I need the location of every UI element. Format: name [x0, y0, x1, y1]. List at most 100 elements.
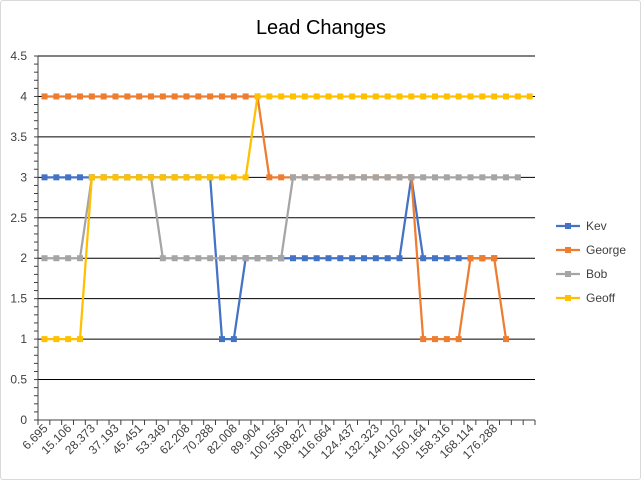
- data-point: [88, 174, 95, 181]
- data-point: [77, 174, 83, 181]
- data-point: [219, 336, 225, 343]
- data-point: [266, 93, 273, 100]
- data-point: [254, 255, 261, 262]
- y-tick-label: 2.5: [10, 211, 27, 225]
- data-point: [384, 93, 391, 100]
- data-point: [278, 255, 285, 262]
- data-point: [88, 93, 95, 100]
- data-point: [467, 93, 474, 100]
- data-point: [479, 255, 486, 262]
- data-point: [278, 93, 285, 100]
- data-point: [491, 174, 498, 181]
- x-axis-tick-labels: 6.69515.10628.37337.19345.45153.34962.20…: [19, 421, 500, 462]
- data-point: [65, 93, 72, 100]
- data-point: [136, 93, 143, 100]
- data-point: [112, 174, 119, 181]
- data-point: [124, 174, 131, 181]
- data-point: [65, 336, 72, 343]
- legend-swatch-marker: [565, 271, 571, 277]
- chart-title: Lead Changes: [256, 17, 386, 39]
- data-point: [171, 174, 178, 181]
- data-point: [420, 93, 427, 100]
- series-geoff: [41, 93, 533, 343]
- data-point: [313, 174, 320, 181]
- data-point: [171, 93, 178, 100]
- data-point: [266, 174, 273, 181]
- data-point: [420, 255, 427, 262]
- data-point: [503, 336, 509, 343]
- data-point: [443, 255, 450, 262]
- y-tick-label: 0: [20, 413, 27, 427]
- y-tick-label: 1.5: [10, 292, 27, 306]
- data-point: [455, 336, 462, 343]
- data-point: [372, 174, 379, 181]
- data-point: [514, 93, 521, 100]
- data-point: [349, 93, 356, 100]
- data-point: [53, 174, 60, 181]
- y-tick-label: 4.5: [10, 49, 27, 63]
- y-tick-label: 3.5: [10, 130, 27, 144]
- data-point: [337, 174, 344, 181]
- data-point: [325, 93, 332, 100]
- data-point: [207, 255, 214, 262]
- data-point: [479, 174, 486, 181]
- data-point: [278, 174, 285, 181]
- data-point: [455, 174, 462, 181]
- data-point: [313, 93, 320, 100]
- data-point: [53, 336, 60, 343]
- data-point: [148, 174, 154, 181]
- data-point: [349, 255, 356, 262]
- legend-label: Bob: [586, 267, 608, 281]
- data-point: [100, 174, 107, 181]
- data-point: [396, 255, 403, 262]
- data-point: [420, 336, 427, 343]
- data-point: [467, 255, 474, 262]
- data-point: [443, 336, 450, 343]
- data-point: [242, 174, 249, 181]
- data-point: [219, 93, 225, 100]
- data-point: [408, 93, 415, 100]
- data-point: [384, 174, 391, 181]
- data-point: [361, 174, 367, 181]
- data-point: [159, 255, 166, 262]
- y-tick-label: 2: [20, 251, 27, 265]
- data-point: [159, 174, 166, 181]
- data-point: [384, 255, 391, 262]
- data-point: [491, 93, 498, 100]
- data-point: [526, 93, 533, 100]
- data-point: [53, 255, 60, 262]
- legend-label: Geoff: [586, 291, 616, 305]
- data-point: [183, 255, 190, 262]
- data-point: [53, 93, 60, 100]
- data-point: [432, 336, 438, 343]
- data-point: [396, 93, 403, 100]
- legend-swatch-marker: [565, 295, 571, 301]
- data-point: [65, 255, 72, 262]
- data-point: [337, 255, 344, 262]
- data-point: [337, 93, 344, 100]
- data-point: [230, 174, 237, 181]
- data-point: [290, 93, 296, 100]
- data-point: [219, 255, 225, 262]
- data-point: [41, 336, 48, 343]
- data-point: [195, 255, 202, 262]
- data-point: [313, 255, 320, 262]
- data-point: [112, 93, 119, 100]
- legend-swatch-marker: [565, 247, 571, 253]
- data-point: [242, 255, 249, 262]
- data-point: [195, 174, 202, 181]
- data-point: [183, 174, 190, 181]
- data-point: [443, 93, 450, 100]
- data-point: [491, 255, 498, 262]
- legend-item-george: George: [556, 243, 626, 257]
- data-point: [254, 93, 261, 100]
- data-point: [467, 174, 474, 181]
- data-point: [514, 174, 521, 181]
- data-point: [408, 174, 415, 181]
- data-point: [372, 255, 379, 262]
- data-point: [100, 93, 107, 100]
- data-point: [207, 174, 214, 181]
- data-point: [432, 93, 438, 100]
